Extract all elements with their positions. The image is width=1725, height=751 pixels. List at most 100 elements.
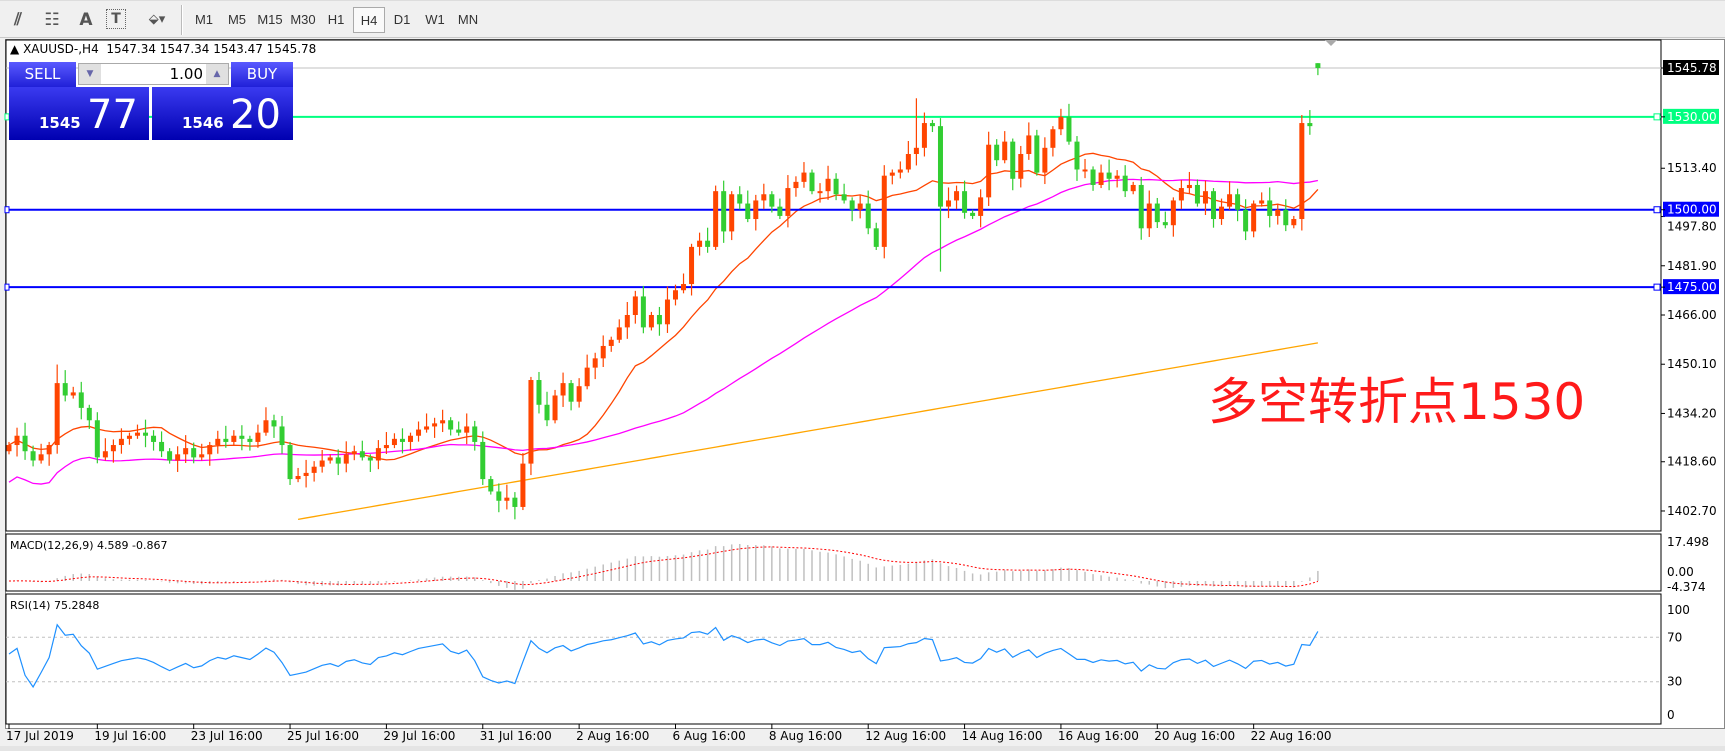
lot-size-stepper[interactable]: ▼ 1.00 ▲ — [78, 63, 229, 85]
timeframe-h4[interactable]: H4 — [353, 7, 385, 33]
lot-size-input[interactable]: 1.00 — [169, 65, 203, 83]
candle-body — [1146, 203, 1152, 229]
candle — [303, 459, 309, 488]
sell-button[interactable]: SELL — [9, 62, 76, 87]
candle — [191, 442, 197, 464]
candle-body — [343, 454, 349, 464]
symbol-timeframe: XAUUSD-,H4 — [23, 42, 99, 56]
candle — [817, 183, 823, 203]
text-icon[interactable]: A — [79, 10, 93, 30]
candle-body — [1050, 129, 1056, 148]
candle — [1283, 199, 1289, 232]
candle — [865, 190, 871, 235]
buy-price-button[interactable]: 1546 20 — [152, 87, 293, 140]
candle-body — [1194, 184, 1200, 204]
price-tick-label: 1466.00 — [1667, 308, 1717, 322]
candle — [1299, 114, 1305, 231]
text-label-icon[interactable]: T — [106, 9, 126, 29]
candle-body — [1243, 209, 1249, 232]
lot-increase-button[interactable]: ▲ — [206, 64, 228, 84]
candle-body — [753, 200, 759, 220]
candle — [432, 417, 438, 438]
candle-body — [416, 429, 422, 436]
candle-body — [488, 479, 494, 492]
candle — [512, 492, 518, 520]
candle — [30, 445, 36, 467]
candle-body — [62, 383, 68, 396]
candle-body — [624, 314, 630, 328]
timeframe-m15[interactable]: M15 — [257, 12, 283, 27]
buy-price-small: 1546 — [182, 114, 224, 132]
candle-body — [375, 448, 381, 461]
level-price-label: 1500.00 — [1667, 203, 1717, 217]
candle — [737, 186, 743, 210]
candle-body — [954, 191, 960, 201]
candle — [913, 98, 919, 166]
arrows-icon[interactable]: ⬙▾ — [148, 12, 166, 27]
timeframe-mn[interactable]: MN — [457, 12, 479, 27]
candle-body — [1251, 203, 1257, 232]
candle-body — [1211, 191, 1216, 220]
macd-zero-label: 0.00 — [1667, 565, 1694, 579]
candle — [1074, 136, 1080, 181]
timeframe-h1[interactable]: H1 — [327, 12, 345, 27]
timeframe-w1[interactable]: W1 — [425, 12, 445, 27]
candle — [151, 430, 157, 451]
candle — [255, 424, 261, 448]
candle-body — [616, 327, 622, 340]
rsi-level-label: 0 — [1667, 708, 1675, 722]
candle — [1106, 159, 1112, 191]
candle-body — [608, 339, 614, 346]
candle-body — [777, 206, 783, 216]
candle-body — [496, 491, 502, 501]
candle — [1162, 211, 1168, 229]
timeframe-d1[interactable]: D1 — [393, 12, 411, 27]
candle — [616, 319, 622, 343]
candle-body — [576, 386, 582, 402]
candle-body — [905, 154, 911, 170]
candle — [295, 467, 301, 483]
sell-price-button[interactable]: 1545 77 — [9, 87, 149, 140]
candle — [881, 165, 887, 259]
candle-body — [841, 194, 847, 201]
buy-button[interactable]: BUY — [231, 62, 293, 87]
candle-body — [1259, 200, 1265, 204]
candle-body — [1106, 172, 1112, 179]
candle-body — [1299, 123, 1305, 220]
candle-body — [697, 240, 703, 247]
candle-body — [327, 457, 333, 461]
fibonacci-icon[interactable]: ☷ — [44, 10, 60, 30]
candle — [1259, 192, 1265, 207]
candle-body — [689, 246, 695, 285]
lot-decrease-button[interactable]: ▼ — [79, 64, 101, 84]
candle — [54, 364, 60, 454]
timeframe-m5[interactable]: M5 — [227, 12, 247, 27]
level-price-label-bg — [1663, 201, 1719, 217]
candle — [560, 372, 566, 407]
candle-body — [584, 367, 590, 387]
collapse-triangle-icon[interactable]: ▲ — [10, 42, 20, 56]
candle-body — [167, 451, 173, 461]
candle — [335, 449, 341, 476]
candle-body — [1058, 116, 1064, 130]
candle — [753, 194, 759, 231]
candle-body — [528, 380, 534, 464]
timeframe-m1[interactable]: M1 — [194, 12, 214, 27]
timeframe-m30[interactable]: M30 — [290, 12, 316, 27]
candle-body — [1219, 206, 1225, 220]
equidistant-channel-icon[interactable]: ⫽ — [14, 10, 22, 30]
price-tick-label: 1481.90 — [1667, 259, 1717, 273]
candle-body — [255, 432, 261, 442]
candle — [672, 284, 678, 306]
candle — [1114, 170, 1120, 188]
rsi-line — [8, 623, 1319, 689]
candle — [1138, 176, 1144, 240]
candle-body — [424, 426, 430, 430]
candle-body — [78, 392, 84, 408]
candle-body — [159, 441, 165, 452]
candle-body — [1235, 194, 1241, 210]
chart-window[interactable] — [5, 39, 1725, 729]
moving-average-50 — [8, 178, 1319, 485]
candle — [367, 454, 373, 472]
